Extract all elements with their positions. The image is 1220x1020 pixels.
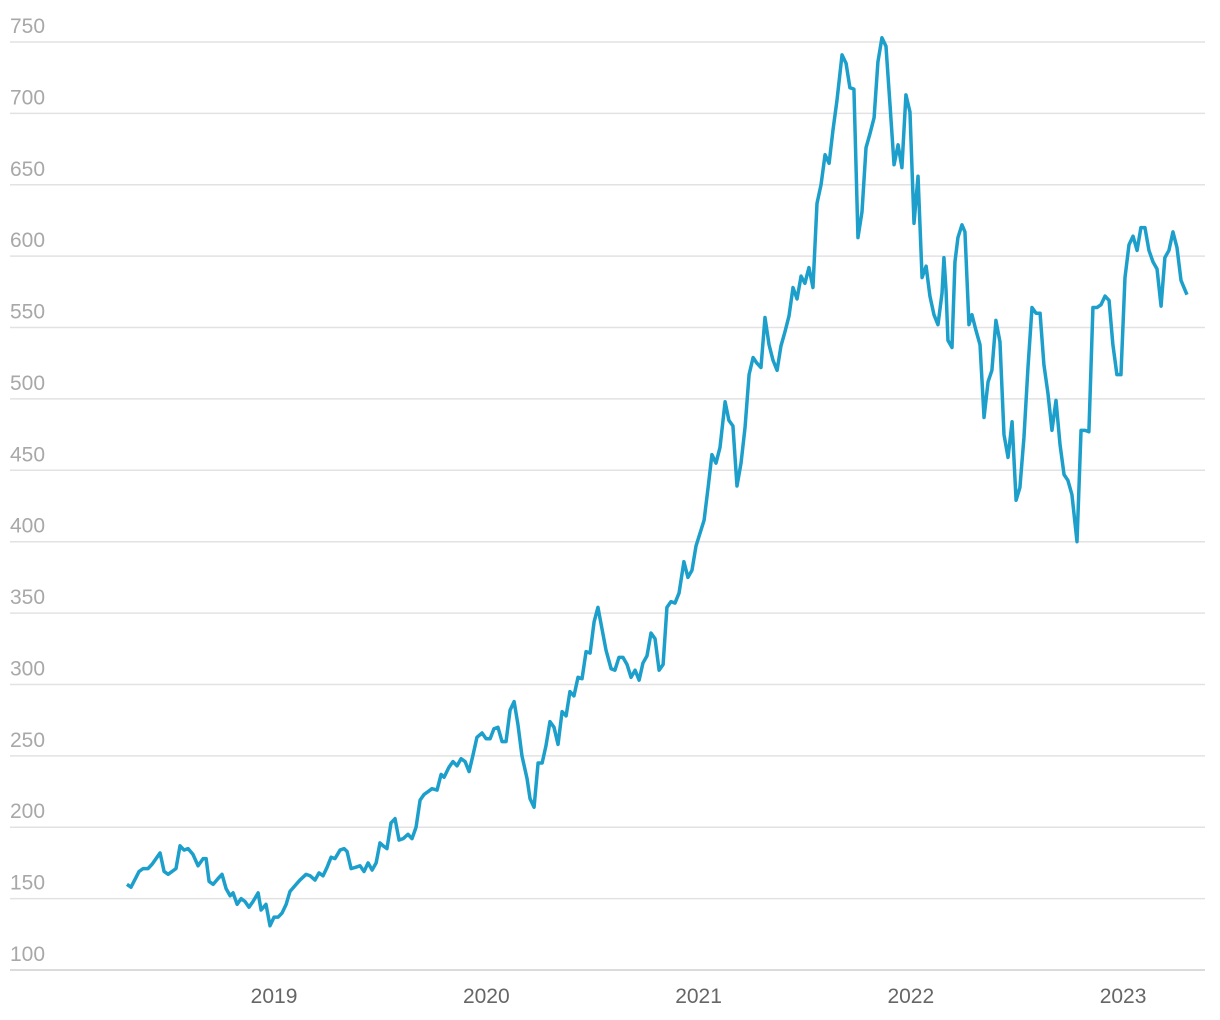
x-tick-label: 2019 [251, 985, 298, 1008]
y-tick-label: 150 [10, 872, 45, 895]
y-tick-label: 500 [10, 372, 45, 395]
y-tick-label: 700 [10, 86, 45, 109]
y-tick-label: 600 [10, 229, 45, 252]
y-tick-label: 100 [10, 943, 45, 966]
y-tick-label: 400 [10, 515, 45, 538]
y-tick-label: 750 [10, 15, 45, 38]
y-tick-label: 450 [10, 443, 45, 466]
y-tick-label: 550 [10, 301, 45, 324]
y-tick-label: 650 [10, 158, 45, 181]
x-tick-label: 2021 [675, 985, 722, 1008]
y-tick-label: 350 [10, 586, 45, 609]
x-tick-label: 2023 [1100, 985, 1147, 1008]
y-tick-label: 300 [10, 657, 45, 680]
x-tick-label: 2022 [887, 985, 934, 1008]
y-tick-label: 250 [10, 729, 45, 752]
y-tick-label: 200 [10, 800, 45, 823]
x-tick-label: 2020 [463, 985, 510, 1008]
data-line [125, 35, 1189, 928]
